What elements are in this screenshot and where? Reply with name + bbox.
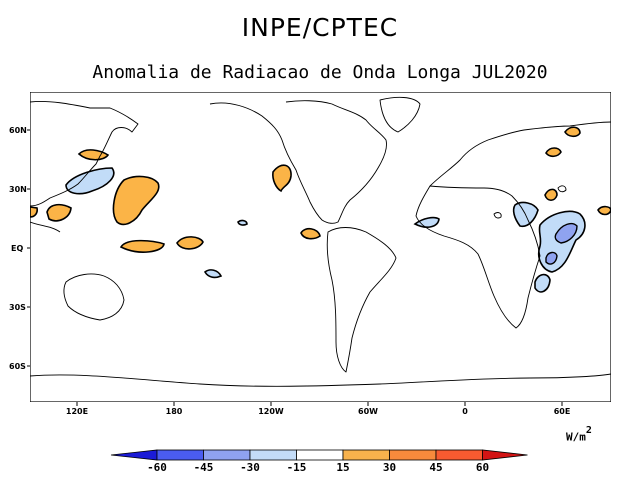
strong-negative-anomalies — [545, 222, 578, 265]
anomaly-region — [46, 203, 72, 222]
anomaly-region — [545, 251, 558, 265]
colorbar-tick-label: -60 — [147, 461, 167, 474]
anomaly-region — [544, 188, 558, 202]
latitude-labels: 60N 30N EQ 30S 60S — [9, 126, 27, 371]
anomaly-region — [65, 167, 115, 195]
colorbar-segment — [389, 449, 437, 461]
colorbar-max-arrow — [482, 449, 528, 461]
anomaly-region — [112, 175, 160, 226]
colorbar-segment — [156, 449, 204, 461]
organization-title: INPE/CPTEC — [241, 13, 399, 42]
lat-label: 30N — [9, 185, 27, 194]
positive-anomalies — [30, 126, 611, 253]
lon-label: 180 — [166, 407, 183, 416]
map-title: Anomalia de Radiacao de Onda Longa JUL20… — [92, 62, 548, 83]
lon-label: 120W — [258, 407, 284, 416]
lon-label: 60E — [554, 407, 571, 416]
continent-outline — [30, 221, 61, 233]
colorbar-tick-label: -45 — [194, 461, 214, 474]
lon-label: 60W — [358, 407, 378, 416]
anomaly-region — [272, 164, 292, 193]
colorbar-tick-label: -30 — [240, 461, 260, 474]
anomaly-region — [30, 206, 38, 218]
anomaly-region — [545, 147, 562, 158]
longitude-labels: 120E 180 120W 60W 0 60E — [66, 407, 570, 416]
lon-label: 120E — [66, 407, 88, 416]
units-label: W/m2 — [566, 425, 592, 444]
axis-ticks — [27, 129, 563, 406]
color-bar — [110, 449, 528, 461]
continent-outline — [209, 100, 387, 224]
colorbar-min-arrow — [110, 449, 158, 461]
colorbar-tick-label: 60 — [476, 461, 489, 474]
units-text: W/m — [566, 430, 586, 444]
anomaly-region — [203, 269, 223, 279]
map-content — [30, 92, 611, 402]
colorbar-segment — [249, 449, 297, 461]
continent-outline — [493, 212, 502, 219]
lon-label: 0 — [462, 407, 468, 416]
anomaly-region — [413, 216, 440, 228]
continent-outline — [415, 185, 541, 329]
anomaly-region — [597, 205, 611, 216]
anomaly-region — [176, 236, 204, 250]
lat-label: 60N — [9, 126, 27, 135]
anomaly-region — [237, 219, 248, 226]
anomaly-region — [300, 227, 321, 240]
continent-outline — [63, 273, 125, 321]
units-exponent: 2 — [585, 425, 592, 436]
lat-label: 30S — [9, 303, 26, 312]
anomaly-region — [77, 149, 110, 161]
continent-outline — [30, 101, 139, 207]
color-bar-labels: -60 -45 -30 -15 15 30 45 60 — [147, 461, 489, 474]
continent-outline — [557, 185, 567, 193]
continent-outline — [429, 121, 611, 187]
colorbar-tick-label: -15 — [287, 461, 307, 474]
anomaly-region — [564, 126, 581, 138]
colorbar-tick-label: 30 — [383, 461, 396, 474]
colorbar-segment — [342, 449, 390, 461]
colorbar-tick-label: 15 — [336, 461, 349, 474]
colorbar-segment — [435, 449, 483, 461]
anomaly-region — [534, 273, 551, 293]
colorbar-segment — [203, 449, 251, 461]
lat-label: EQ — [11, 244, 23, 253]
coastlines — [30, 96, 611, 387]
continent-outline — [30, 373, 611, 387]
colorbar-segment — [296, 449, 344, 461]
map-frame — [30, 92, 611, 402]
continent-outline — [326, 227, 397, 373]
anomaly-region — [119, 239, 165, 253]
lat-label: 60S — [9, 362, 26, 371]
colorbar-tick-label: 45 — [429, 461, 442, 474]
continent-outline — [379, 96, 421, 133]
anomaly-region — [554, 222, 578, 244]
